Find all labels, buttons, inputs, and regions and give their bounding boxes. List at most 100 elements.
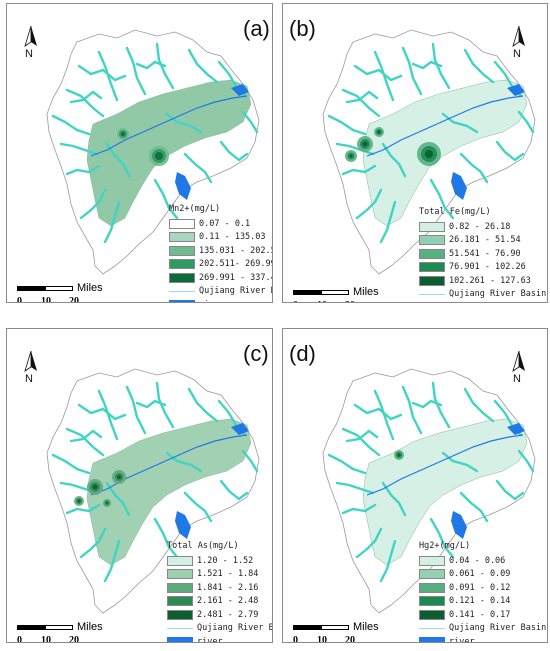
legend-basin-row: Qujiang River Basin — [419, 288, 546, 302]
legend-swatch — [167, 555, 193, 566]
scale-segment — [45, 625, 73, 630]
legend-class-row: 102.261 - 127.63 — [419, 274, 546, 288]
tributary-stream — [187, 48, 219, 84]
river-swatch — [167, 637, 193, 642]
scale-tick-label: 10 — [41, 296, 51, 303]
tributary-stream — [97, 50, 119, 102]
legend-class-row: 0.04 - 0.06 — [419, 554, 546, 568]
map-legend: Hg2+(mg/L) 0.04 - 0.06 0.061 - 0.09 0.091 -… — [419, 541, 546, 643]
tributary-stream — [97, 389, 119, 441]
tributary-stream — [327, 453, 367, 475]
tributary-stream — [379, 539, 397, 583]
scale-segment — [17, 625, 45, 630]
tributary-stream — [51, 453, 91, 475]
north-label: N — [25, 373, 33, 385]
legend-class-row: 0.061 - 0.09 — [419, 568, 546, 582]
legend-basin-row: Qujiang River Basin — [167, 622, 272, 636]
legend-basin-row: Qujiang River Basin — [169, 285, 272, 299]
legend-basin-label: Qujiang River Basin — [199, 286, 272, 297]
scale-unit: Miles — [353, 621, 379, 633]
basin-line-swatch — [167, 623, 193, 633]
legend-range: 0.07 - 0.1 — [199, 218, 251, 229]
tributary-stream — [495, 140, 525, 162]
tributary-stream — [463, 48, 495, 84]
legend-swatch — [419, 248, 445, 259]
tributary-stream — [125, 46, 147, 96]
legend-swatch — [419, 275, 445, 286]
tributary-stream — [155, 381, 175, 429]
legend-range: 2.481 - 2.79 — [197, 609, 259, 620]
scale-segment — [321, 290, 349, 295]
scale-tick-label: 10 — [317, 635, 327, 643]
legend-class-row: 0.11 - 135.03 — [169, 231, 272, 245]
concentration-area — [362, 418, 528, 566]
panel-label: (d) — [289, 341, 316, 366]
tributary-stream — [345, 429, 379, 443]
tributary-stream — [335, 142, 375, 156]
tributary-stream — [431, 42, 451, 90]
panel-label: (a) — [243, 16, 270, 41]
panel-label: (c) — [243, 341, 269, 366]
main-river — [90, 434, 248, 496]
legend-river-label: river — [197, 636, 223, 643]
tributary-stream — [65, 427, 105, 457]
concentration-hotspot — [77, 499, 81, 503]
legend-title: Hg2+(mg/L) — [419, 541, 471, 551]
north-label: N — [25, 48, 33, 60]
legend-swatch — [169, 259, 195, 270]
legend-swatch — [169, 218, 195, 229]
tributary-stream — [335, 481, 375, 495]
legend-swatch — [419, 582, 445, 593]
tributary-stream — [441, 112, 479, 134]
legend-range: 1.20 - 1.52 — [197, 555, 254, 566]
legend-title: Total Fe(mg/L) — [419, 207, 491, 217]
tributary-stream — [77, 64, 127, 82]
map-panel-c: (c) N Total As(mg/L) 1.20 - 1.52 1.521 - 1.8… — [6, 328, 273, 643]
legend-range: 0.091 - 0.12 — [449, 582, 511, 593]
tributary-stream — [103, 200, 121, 244]
legend-class-row: 0.091 - 0.12 — [419, 581, 546, 595]
tributary-stream — [153, 178, 179, 220]
tributary-stream — [463, 387, 495, 423]
scale-tick-label: 10 — [317, 300, 327, 302]
legend-class-row: 0.07 - 0.1 — [169, 217, 272, 231]
legend-range: 2.161 - 2.48 — [197, 596, 259, 607]
tributary-stream — [373, 50, 395, 102]
map-legend: Total Fe(mg/L) 0.82 - 26.18 26.181 - 51.54… — [419, 207, 546, 302]
legend-class-row: 269.991 - 337.47 — [169, 271, 272, 285]
scale-tick-label: 0 — [17, 635, 22, 643]
tributary-stream — [353, 403, 403, 421]
tributary-stream — [429, 178, 455, 220]
tributary-stream — [341, 88, 381, 118]
north-label: N — [513, 373, 521, 385]
legend-range: 1.841 - 2.16 — [197, 582, 259, 593]
scale-tick-label: 0 — [17, 296, 22, 303]
legend-range: 76.901 - 102.26 — [449, 262, 526, 273]
scale-segment — [293, 625, 321, 630]
basin-line-swatch — [169, 286, 195, 296]
tributary-stream — [341, 427, 381, 457]
legend-basin-row: Qujiang River Basin — [419, 622, 546, 636]
scale-unit: Miles — [77, 621, 103, 633]
north-arrow-icon: N — [21, 25, 41, 62]
legend-swatch — [419, 555, 445, 566]
reservoir — [451, 172, 467, 200]
legend-class-row: 2.161 - 2.48 — [167, 595, 272, 609]
legend-class-row: 1.841 - 2.16 — [167, 581, 272, 595]
legend-swatch — [169, 232, 195, 243]
basin-map — [46, 29, 260, 275]
north-arrow-icon: N — [509, 25, 529, 62]
scale-segment — [45, 286, 73, 291]
concentration-hotspot — [92, 484, 98, 490]
legend-river-row: river — [419, 301, 546, 302]
legend-range: 0.11 - 135.03 — [199, 232, 266, 243]
tributary-stream — [431, 381, 451, 429]
legend-river-label: river — [449, 636, 475, 643]
tributary-stream — [165, 451, 203, 473]
tributary-stream — [51, 114, 91, 136]
main-river — [366, 434, 524, 496]
scale-unit: Miles — [353, 286, 379, 298]
legend-class-row: 76.901 - 102.26 — [419, 261, 546, 275]
north-arrow-icon: N — [509, 350, 529, 387]
main-river — [90, 95, 248, 157]
